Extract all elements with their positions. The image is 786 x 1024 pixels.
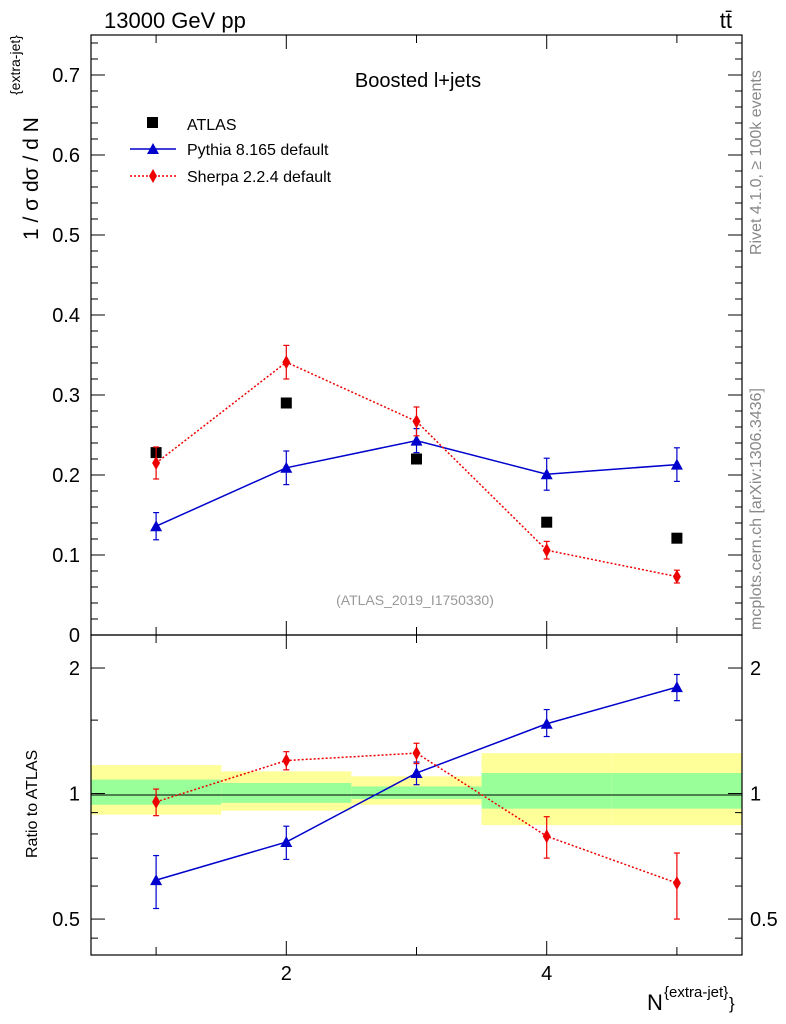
rivet-version-label: Rivet 4.1.0, ≥ 100k events (748, 70, 765, 255)
analysis-label: (ATLAS_2019_I1750330) (336, 592, 494, 608)
energy-label: 13000 GeV pp (104, 8, 246, 33)
ratio-point-sherpa (542, 829, 551, 844)
main-ytick-label: 0.6 (52, 145, 80, 167)
main-line-pythia (155, 439, 677, 527)
legend-sherpa-label: Sherpa 2.2.4 default (187, 169, 332, 186)
main-ylabel-text: 1 / σ dσ / d N (20, 117, 43, 240)
ratio-point-sherpa (412, 746, 421, 761)
main-point-pythia (670, 458, 683, 470)
main-point-pythia (410, 434, 423, 446)
plot-title: Boosted l+jets (355, 70, 481, 92)
main-point-atlas (411, 453, 422, 465)
process-label: tt̄ (720, 8, 732, 33)
main-ytick-label: 0.2 (52, 465, 80, 487)
main-point-sherpa (542, 543, 551, 558)
ratio-ytick-label-left: 2 (69, 658, 80, 680)
main-ytick-label: 0.3 (52, 385, 80, 407)
main-ylabel: 1 / σ dσ / d N {extra-jet} (7, 35, 43, 240)
main-ylabel-superscript: {extra-jet} (7, 35, 23, 95)
ratio-panel: 0.5 0.5 1 1 2 2 2 4 Ratio to ATLAS N {extra-jet… (24, 634, 778, 1015)
main-data-marks (150, 344, 683, 584)
ratio-series-pythia (150, 673, 683, 910)
main-point-atlas (541, 516, 553, 528)
ratio-band-green (481, 773, 612, 809)
ratio-series-sherpa (152, 742, 681, 920)
xlabel-closing-brace: } (729, 994, 735, 1013)
main-ytick-label: 0.1 (52, 545, 80, 567)
main-panel: Boosted l+jets (ATLAS_2019_I1750330) 0 0.… (7, 34, 743, 647)
ratio-uncertainty-bands (91, 753, 742, 826)
main-point-sherpa (672, 569, 681, 584)
ratio-point-sherpa (152, 794, 161, 809)
ratio-ylabel: Ratio to ATLAS (24, 750, 41, 858)
xlabel-superscript: {extra-jet} (664, 984, 728, 1001)
ratio-point-pythia (540, 717, 553, 729)
main-ytick-label: 0.5 (52, 225, 80, 247)
main-series-sherpa (152, 344, 681, 584)
main-point-atlas (671, 532, 683, 544)
ratio-band-green (221, 782, 352, 803)
ratio-frame (90, 634, 743, 956)
legend-atlas-label: ATLAS (187, 117, 237, 134)
main-series-pythia (150, 428, 683, 541)
main-point-pythia (150, 520, 163, 532)
legend-pythia-marker (147, 143, 159, 154)
ratio-ytick-label-left: 1 (69, 784, 80, 806)
main-point-sherpa (152, 456, 161, 470)
legend: ATLAS Pythia 8.165 default Sherpa 2.2.4 … (130, 117, 332, 186)
main-ytick-label: 0.7 (52, 65, 80, 87)
xtick-label: 2 (281, 963, 292, 985)
ratio-band-green (611, 773, 742, 809)
ratio-axis-ticks: 0.5 0.5 1 1 2 2 2 4 (52, 635, 778, 985)
main-line-sherpa (155, 361, 678, 578)
ratio-point-pythia (410, 767, 423, 779)
ratio-point-sherpa (282, 753, 291, 768)
main-point-pythia (280, 461, 293, 473)
legend-atlas-marker (147, 117, 158, 128)
ratio-point-pythia (150, 874, 163, 886)
mcplots-label: mcplots.cern.ch [arXiv:1306.3436] (748, 388, 765, 630)
main-ytick-label: 0 (69, 625, 80, 647)
main-ytick-label: 0.4 (52, 305, 80, 327)
legend-pythia-label: Pythia 8.165 default (187, 142, 329, 159)
ratio-ytick-label-right: 1 (750, 784, 761, 806)
ratio-point-pythia (670, 681, 683, 693)
main-point-sherpa (412, 414, 421, 429)
ratio-ytick-label-right: 0.5 (750, 909, 778, 931)
ratio-point-pythia (280, 836, 293, 848)
main-axis-ticks: 0 0.1 0.2 0.3 0.4 0.5 0.6 0.7 (52, 35, 742, 647)
legend-sherpa-marker (149, 169, 157, 183)
main-point-sherpa (282, 355, 291, 370)
ratio-point-sherpa (672, 876, 681, 891)
ratio-ytick-label-left: 0.5 (52, 909, 80, 931)
main-point-pythia (540, 468, 553, 480)
main-point-atlas (280, 397, 292, 409)
ratio-ytick-label-right: 2 (750, 658, 761, 680)
ratio-data-marks (150, 673, 683, 920)
xlabel-text: N (647, 990, 663, 1015)
xtick-label: 4 (541, 963, 552, 985)
ratio-xlabel: N {extra-jet} } (647, 984, 735, 1015)
